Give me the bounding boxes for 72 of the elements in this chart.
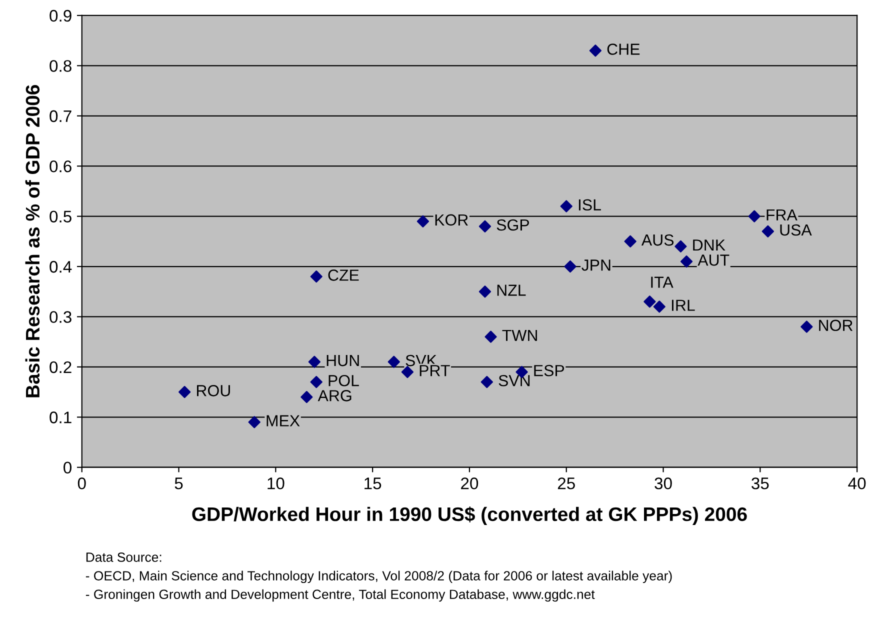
point <box>248 416 260 428</box>
point <box>748 210 760 222</box>
point <box>484 330 497 343</box>
annotation: CHE <box>607 44 640 55</box>
annotation: CZE <box>328 270 359 281</box>
y-tick-label: 0.8 <box>50 60 72 72</box>
point <box>653 300 666 313</box>
point <box>680 255 693 268</box>
annotation: JPN <box>582 260 610 271</box>
annotation: USA <box>780 224 812 236</box>
annotation: SGP <box>496 219 529 231</box>
x-tick-label: 30 <box>654 478 672 490</box>
point <box>762 225 774 238</box>
point <box>674 240 687 253</box>
source-note: Data Source: <box>86 552 162 562</box>
point <box>310 376 322 388</box>
point <box>310 270 322 283</box>
annotation: DNK <box>693 240 726 251</box>
x-axis-title: GDP/Worked Hour in 1990 US$ (converted at GK PPPs) 2006 <box>192 506 747 525</box>
y-tick-label: 0.7 <box>50 110 72 122</box>
point <box>308 356 321 368</box>
annotation: TWN <box>502 330 537 341</box>
y-tick-label: 0.3 <box>50 311 72 323</box>
x-tick-label: 0 <box>78 478 86 490</box>
annotation: PRT <box>420 365 450 376</box>
annotation: SVN <box>498 374 530 386</box>
annotation: NOR <box>819 320 853 332</box>
annotation: AUS <box>641 234 674 246</box>
text: - OECD, Main Science and Technology Indicators, Vol 2008/2 (Data for 2006 or latest available year) <box>86 570 672 584</box>
point <box>178 386 191 398</box>
x-tick-label: 25 <box>558 478 575 490</box>
annotation: FRA <box>766 209 798 220</box>
y-tick-label: 0.4 <box>50 260 72 273</box>
annotation: ISL <box>578 199 601 211</box>
y-tick-label: 0 <box>64 462 72 474</box>
x-tick-label: 15 <box>364 478 382 490</box>
point <box>300 390 313 404</box>
x-tick-label: 20 <box>461 478 478 490</box>
annotation: NZL <box>497 284 526 296</box>
point <box>480 376 493 388</box>
y-tick-label: 0.5 <box>50 210 72 223</box>
x-tick-label: 5 <box>174 478 183 490</box>
point <box>388 356 400 368</box>
point <box>401 366 414 378</box>
annotation: MEX <box>266 415 300 426</box>
point <box>478 286 492 298</box>
point <box>416 215 430 228</box>
point <box>589 44 602 57</box>
y-tick-label: 0.2 <box>50 361 72 374</box>
annotation: AUT <box>698 254 730 266</box>
annotation: POL <box>328 374 359 386</box>
x-tick-label: 35 <box>752 478 769 490</box>
annotation: ITA <box>651 276 674 288</box>
y-tick-label: 0.9 <box>50 10 72 22</box>
x-tick-label: 40 <box>848 478 866 490</box>
annotation: ARG <box>318 390 352 402</box>
point <box>644 296 656 308</box>
annotation: HUN <box>326 355 359 366</box>
x-tick-label: 10 <box>268 478 284 490</box>
point <box>560 200 572 212</box>
point <box>800 320 813 333</box>
annotation: KOR <box>435 214 468 226</box>
y-axis-title: Basic Research as % of GDP 2006 <box>25 85 40 398</box>
y-tick-label: 0.1 <box>50 412 72 424</box>
y-tick-label: 0.6 <box>50 160 72 172</box>
annotation: ROU <box>197 385 230 396</box>
point <box>564 260 576 273</box>
annotation: ESP <box>534 364 564 376</box>
point <box>478 220 492 232</box>
annotation: IRL <box>672 300 695 311</box>
text: - Groningen Growth and Development Centre, Total Economy Database, www.ggdc.net <box>86 589 595 602</box>
point <box>624 235 636 248</box>
